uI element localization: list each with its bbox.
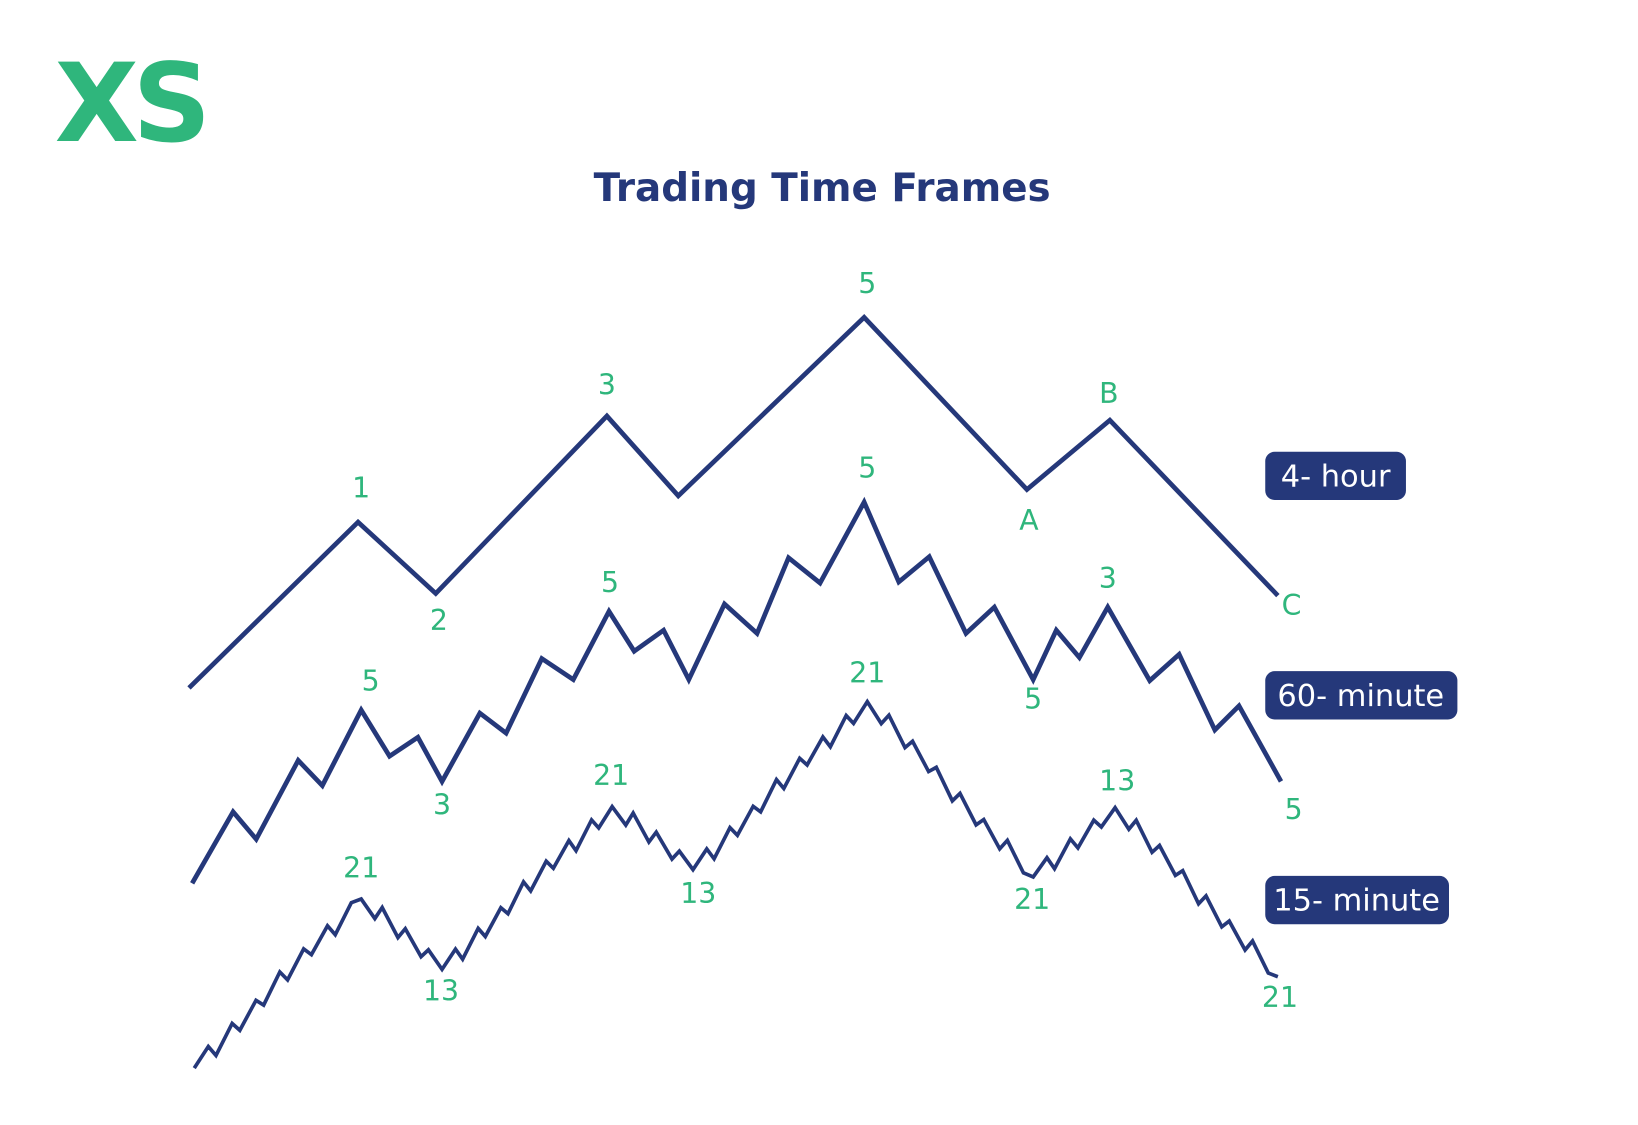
wave-label: 3: [1099, 562, 1117, 595]
wave-label: 2: [430, 604, 448, 637]
wave-label: 5: [858, 452, 876, 485]
wave-label: 13: [680, 877, 716, 910]
wave-label: 5: [1024, 683, 1042, 716]
wave-4-hour: [187, 313, 1280, 690]
wave-label: 13: [1099, 764, 1135, 797]
wave-label: 21: [593, 759, 629, 792]
wave-label: A: [1019, 504, 1039, 537]
wave-label: 5: [362, 665, 380, 698]
wave-label: 21: [849, 656, 885, 689]
wave-label: 21: [343, 852, 379, 885]
wave-15-minute: [192, 698, 1279, 1070]
wave-label: 21: [1262, 981, 1298, 1014]
wave-label: B: [1099, 377, 1118, 410]
timeframe-badge: [1265, 875, 1449, 925]
timeframe-label: 60- minute: [1277, 679, 1444, 714]
logo: XS: [55, 40, 205, 167]
timeframe-badge: [1265, 451, 1406, 501]
timeframe-label: 4- hour: [1281, 459, 1391, 494]
wave-label: 5: [601, 566, 619, 599]
wave-label: 3: [598, 369, 616, 402]
wave-label: 21: [1014, 883, 1050, 916]
timeframe-badge: [1265, 671, 1458, 720]
wave-label: 3: [433, 789, 451, 822]
wave-label: 5: [1285, 793, 1303, 826]
wave-label: 13: [423, 974, 459, 1007]
title: Trading Time Frames: [594, 166, 1051, 211]
timeframe-label: 15- minute: [1273, 884, 1440, 919]
wave-label: 1: [352, 472, 370, 505]
wave-label: C: [1282, 589, 1302, 622]
wave-label: 5: [858, 267, 876, 300]
wave-60-minute: [190, 496, 1284, 885]
